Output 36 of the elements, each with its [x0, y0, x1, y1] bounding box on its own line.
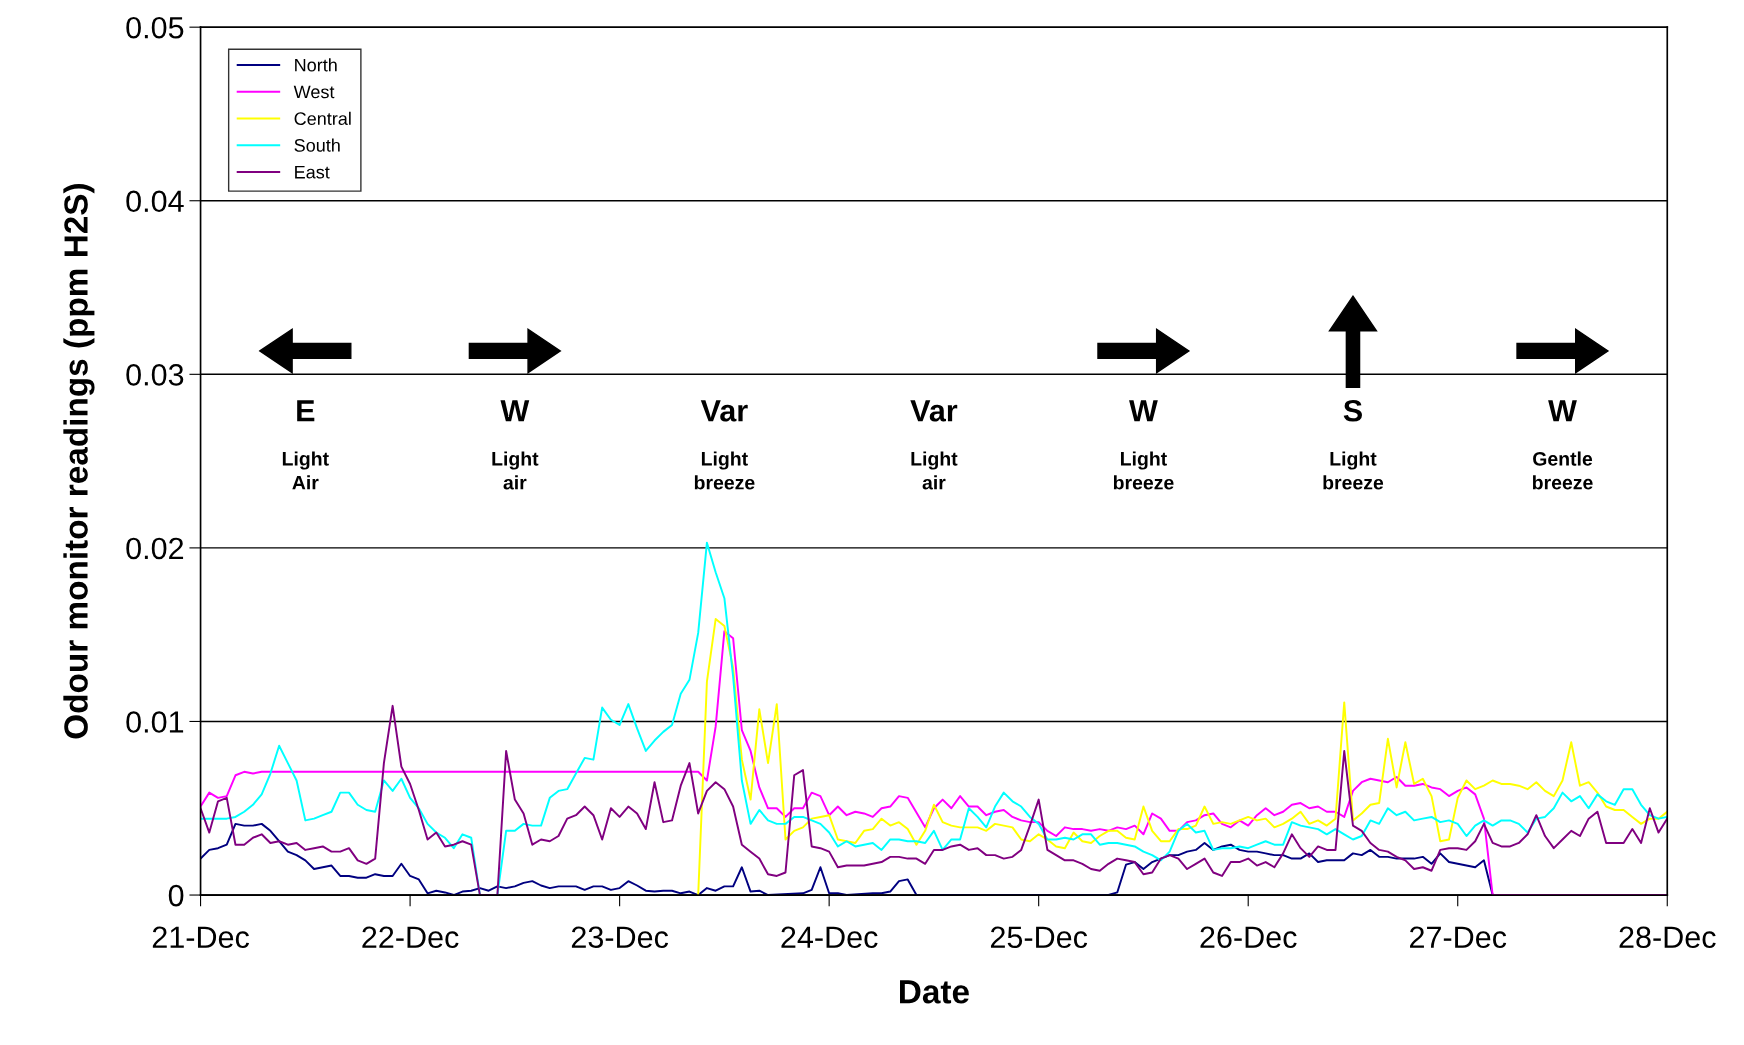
x-tick-label: 21-Dec	[152, 926, 250, 949]
y-tick-label: 0.04	[126, 190, 184, 213]
x-tick-label: 22-Dec	[362, 926, 459, 949]
x-tick-label: 28-Dec	[1619, 926, 1716, 949]
y-tick-label: 0	[168, 884, 184, 907]
annotation: Light breeze	[694, 451, 755, 490]
annotation: Light breeze	[1113, 451, 1174, 490]
legend-label: North	[295, 58, 337, 72]
line-series	[697, 618, 1668, 896]
legend-label: East	[295, 165, 330, 179]
y-tick-label: 0.05	[126, 16, 184, 39]
annotation: Light Air	[282, 451, 329, 490]
x-tick-label: 23-Dec	[571, 926, 669, 949]
x-tick-label: 24-Dec	[781, 926, 878, 949]
annotation: Light breeze	[1323, 451, 1384, 490]
y-tick-label: 0.03	[126, 364, 184, 386]
x-axis-title: Date	[900, 980, 969, 1004]
annotation: E	[297, 400, 315, 422]
annotation: Light air	[911, 451, 958, 490]
y-axis-title: Odour monitor readings (ppm H2S)	[63, 184, 95, 739]
annotation: Var	[700, 400, 748, 422]
x-tick-label: 27-Dec	[1410, 926, 1507, 949]
legend-label: South	[294, 138, 340, 152]
y-tick-label: 0.01	[126, 711, 184, 733]
annotation: Gentle breeze	[1532, 451, 1593, 490]
annotation: W	[500, 400, 530, 422]
y-tick-label: 0.02	[126, 537, 184, 560]
legend-label: Central	[294, 111, 351, 126]
annotation: W	[1548, 400, 1577, 422]
annotation: Var	[910, 400, 958, 422]
annotation: S	[1343, 399, 1362, 422]
annotation: Light air	[492, 451, 539, 490]
x-tick-label: 26-Dec	[1200, 926, 1297, 949]
annotation: W	[1129, 400, 1158, 422]
legend-label: West	[293, 85, 335, 99]
x-tick-label: 25-Dec	[990, 926, 1088, 949]
